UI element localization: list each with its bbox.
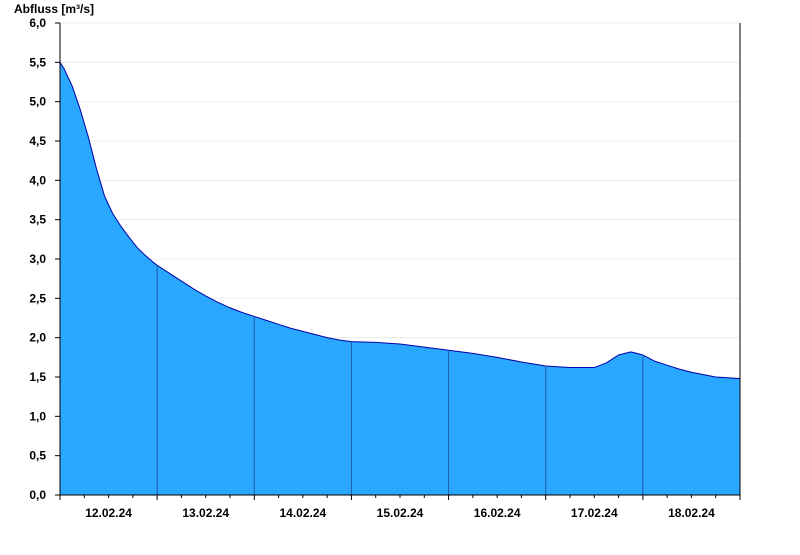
x-tick-label: 17.02.24 [571,506,618,520]
x-tick-label: 15.02.24 [377,506,424,520]
plot-area [59,62,741,495]
discharge-line [59,62,741,380]
y-tick-label: 5,0 [29,95,46,109]
axes [55,22,741,500]
x-tick-label: 12.02.24 [85,506,132,520]
y-tick-label: 1,0 [29,409,46,423]
y-tick-label: 2,5 [29,291,46,305]
y-tick-label: 0,0 [29,488,46,502]
x-tick-labels: 12.02.24 13.02.24 14.02.24 15.02.24 16.02.24… [85,506,715,520]
y-tick-label: 6,0 [29,16,46,30]
y-tick-label: 5,5 [29,55,46,69]
y-tick-label: 3,5 [29,213,46,227]
y-tick-label: 2,0 [29,331,46,345]
y-tick-label: 1,5 [29,370,46,384]
x-tick-label: 18.02.24 [668,506,715,520]
y-tick-labels: 0,0 0,5 1,0 1,5 2,0 2,5 3,0 3,5 4,0 4,5 5,0 5,5 6,0 [29,16,46,502]
y-axis-label: Abfluss [m³/s] [14,2,94,16]
y-tick-label: 4,5 [29,134,46,148]
y-tick-label: 0,5 [29,449,46,463]
x-tick-label: 16.02.24 [474,506,521,520]
x-tick-label: 14.02.24 [279,506,326,520]
discharge-area [60,62,740,495]
y-tick-label: 4,0 [29,173,46,187]
x-tick-label: 13.02.24 [182,506,229,520]
y-tick-label: 3,0 [29,252,46,266]
